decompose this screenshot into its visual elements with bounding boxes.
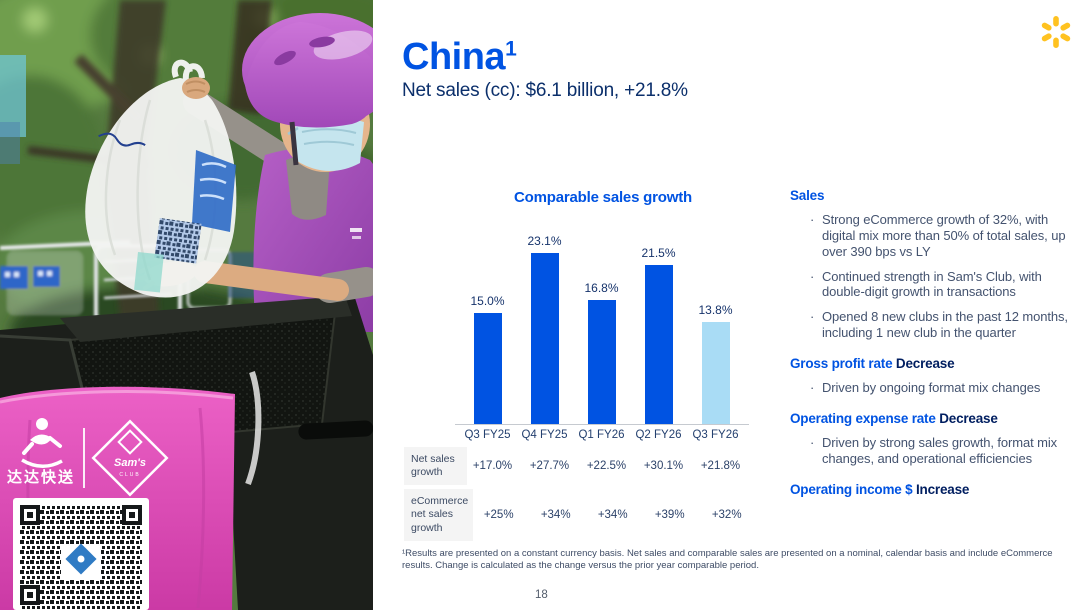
dada-logo-text: 达达快送 [7, 468, 75, 486]
section-heading-metric: Operating expense rate [790, 410, 936, 426]
bullet-dot: · [810, 268, 815, 284]
section-heading-direction: Decrease [892, 356, 955, 372]
page-number: 18 [535, 589, 548, 601]
x-axis-label: Q3 FY26 [692, 429, 739, 441]
x-axis-label: Q3 FY25 [464, 429, 511, 441]
bar-column: 16.8% [573, 281, 630, 424]
table-cell: +17.0% [472, 460, 513, 473]
bar-column: 13.8% [687, 303, 744, 424]
dada-delivery-logo: 达达快送 [7, 418, 75, 486]
x-axis-label: Q1 FY26 [578, 429, 625, 441]
x-axis-label: Q4 FY25 [521, 429, 568, 441]
bullet-dot: · [810, 212, 815, 227]
bullet-item: · Driven by strong sales growth, format m… [790, 435, 1072, 467]
bar-column: 23.1% [516, 234, 573, 424]
table-row-values: +25% +34% +34% +39% +32% [470, 489, 755, 540]
section-heading: Operating income $ Increase [790, 482, 1072, 497]
bar [701, 322, 730, 424]
bullet-text: Continued strength in Sam's Club, with d… [822, 268, 1042, 300]
table-row: Net sales growth +17.0% +27.7% +22.5% +30.1%… [404, 447, 749, 486]
delivery-worker [183, 13, 373, 332]
slide-content-panel: China1 Net sales (cc): $6.1 billion, +21… [373, 0, 1080, 610]
table-cell: +34% [540, 508, 571, 521]
section-heading: Sales [790, 188, 1072, 203]
page-title: China1 [402, 36, 517, 78]
bar-value-label: 23.1% [527, 234, 562, 248]
bullet-dot: · [810, 434, 815, 450]
bar-value-label: 15.0% [470, 294, 505, 308]
bar [530, 253, 559, 424]
chart-axis-line [455, 424, 749, 425]
table-cell: +32% [711, 508, 742, 521]
bullet-text: Strong eCommerce growth of 32%, with dig… [822, 212, 1066, 259]
section-heading-metric: Operating income $ [790, 481, 913, 497]
bar-value-label: 16.8% [584, 281, 619, 295]
table-cell: +34% [597, 508, 628, 521]
section-heading: Operating expense rate Decrease [790, 411, 1072, 426]
bar [644, 265, 673, 424]
table-row-label: Net sales growth [404, 447, 467, 486]
bar-column: 21.5% [630, 246, 687, 424]
table-row: eCommerce net sales growth +25% +34% +34% +3… [404, 489, 749, 541]
table-cell: +30.1% [643, 460, 684, 473]
x-axis-label: Q2 FY26 [635, 429, 682, 441]
bullet-dot: · [810, 380, 815, 396]
chart-bars: 15.0% 23.1% 16.8% 21.5% 13.8% [459, 231, 744, 424]
section-heading-direction: Increase [912, 481, 970, 497]
qr-code [13, 498, 149, 610]
growth-table: Net sales growth +17.0% +27.7% +22.5% +30.1%… [404, 447, 749, 545]
sams-logo-text: Sam's [114, 457, 146, 469]
bullet-item: · Opened 8 new clubs in the past 12 month… [790, 309, 1072, 341]
bullet-dot: · [810, 309, 815, 325]
table-row-values: +17.0% +27.7% +22.5% +30.1% +21.8% [464, 447, 749, 485]
sams-logo-club-text: CLUB [119, 472, 140, 478]
bar-value-label: 21.5% [641, 246, 676, 260]
footnote: ¹Results are presented on a constant cur… [402, 548, 1053, 572]
bullet-text: Driven by strong sales growth, format mi… [822, 434, 1058, 466]
plastic-bag [85, 59, 237, 298]
table-row-label: eCommerce net sales growth [404, 489, 474, 541]
chart-title: Comparable sales growth [514, 189, 692, 206]
bar-column: 15.0% [459, 294, 516, 424]
table-cell: +39% [654, 508, 685, 521]
table-cell: +25% [483, 508, 514, 521]
bullet-item: · Strong eCommerce growth of 32%, with di… [790, 212, 1072, 260]
section-heading: Gross profit rate Decrease [790, 356, 1072, 371]
chart-x-labels: Q3 FY25 Q4 FY25 Q1 FY26 Q2 FY26 Q3 FY26 [459, 429, 744, 441]
bar [473, 313, 502, 424]
title-footnote-marker: 1 [505, 37, 517, 61]
page-subtitle: Net sales (cc): $6.1 billion, +21.8% [402, 79, 688, 101]
highlights-column: Sales · Strong eCommerce growth of 32%, wi… [790, 188, 1072, 497]
bullet-text: Driven by ongoing format mix changes [822, 380, 1041, 396]
table-cell: +21.8% [700, 460, 741, 473]
walmart-spark-icon [1041, 16, 1071, 48]
bullet-item: · Driven by ongoing format mix changes [790, 380, 1072, 396]
bullet-text: Opened 8 new clubs in the past 12 months… [822, 309, 1068, 341]
table-cell: +22.5% [586, 460, 627, 473]
bar [587, 300, 616, 424]
photo-delivery-worker: 达达快送 Sam's CLUB [0, 0, 373, 610]
bar-value-label: 13.8% [698, 303, 733, 317]
sams-club-logo: Sam's CLUB [91, 419, 169, 497]
bullet-item: · Continued strength in Sam's Club, with … [790, 269, 1072, 301]
section-heading-metric: Sales [790, 188, 825, 203]
table-cell: +27.7% [529, 460, 570, 473]
section-heading-metric: Gross profit rate [790, 356, 893, 372]
section-heading-direction: Decrease [935, 410, 998, 426]
pink-delivery-bag: 达达快送 Sam's CLUB [0, 386, 235, 610]
